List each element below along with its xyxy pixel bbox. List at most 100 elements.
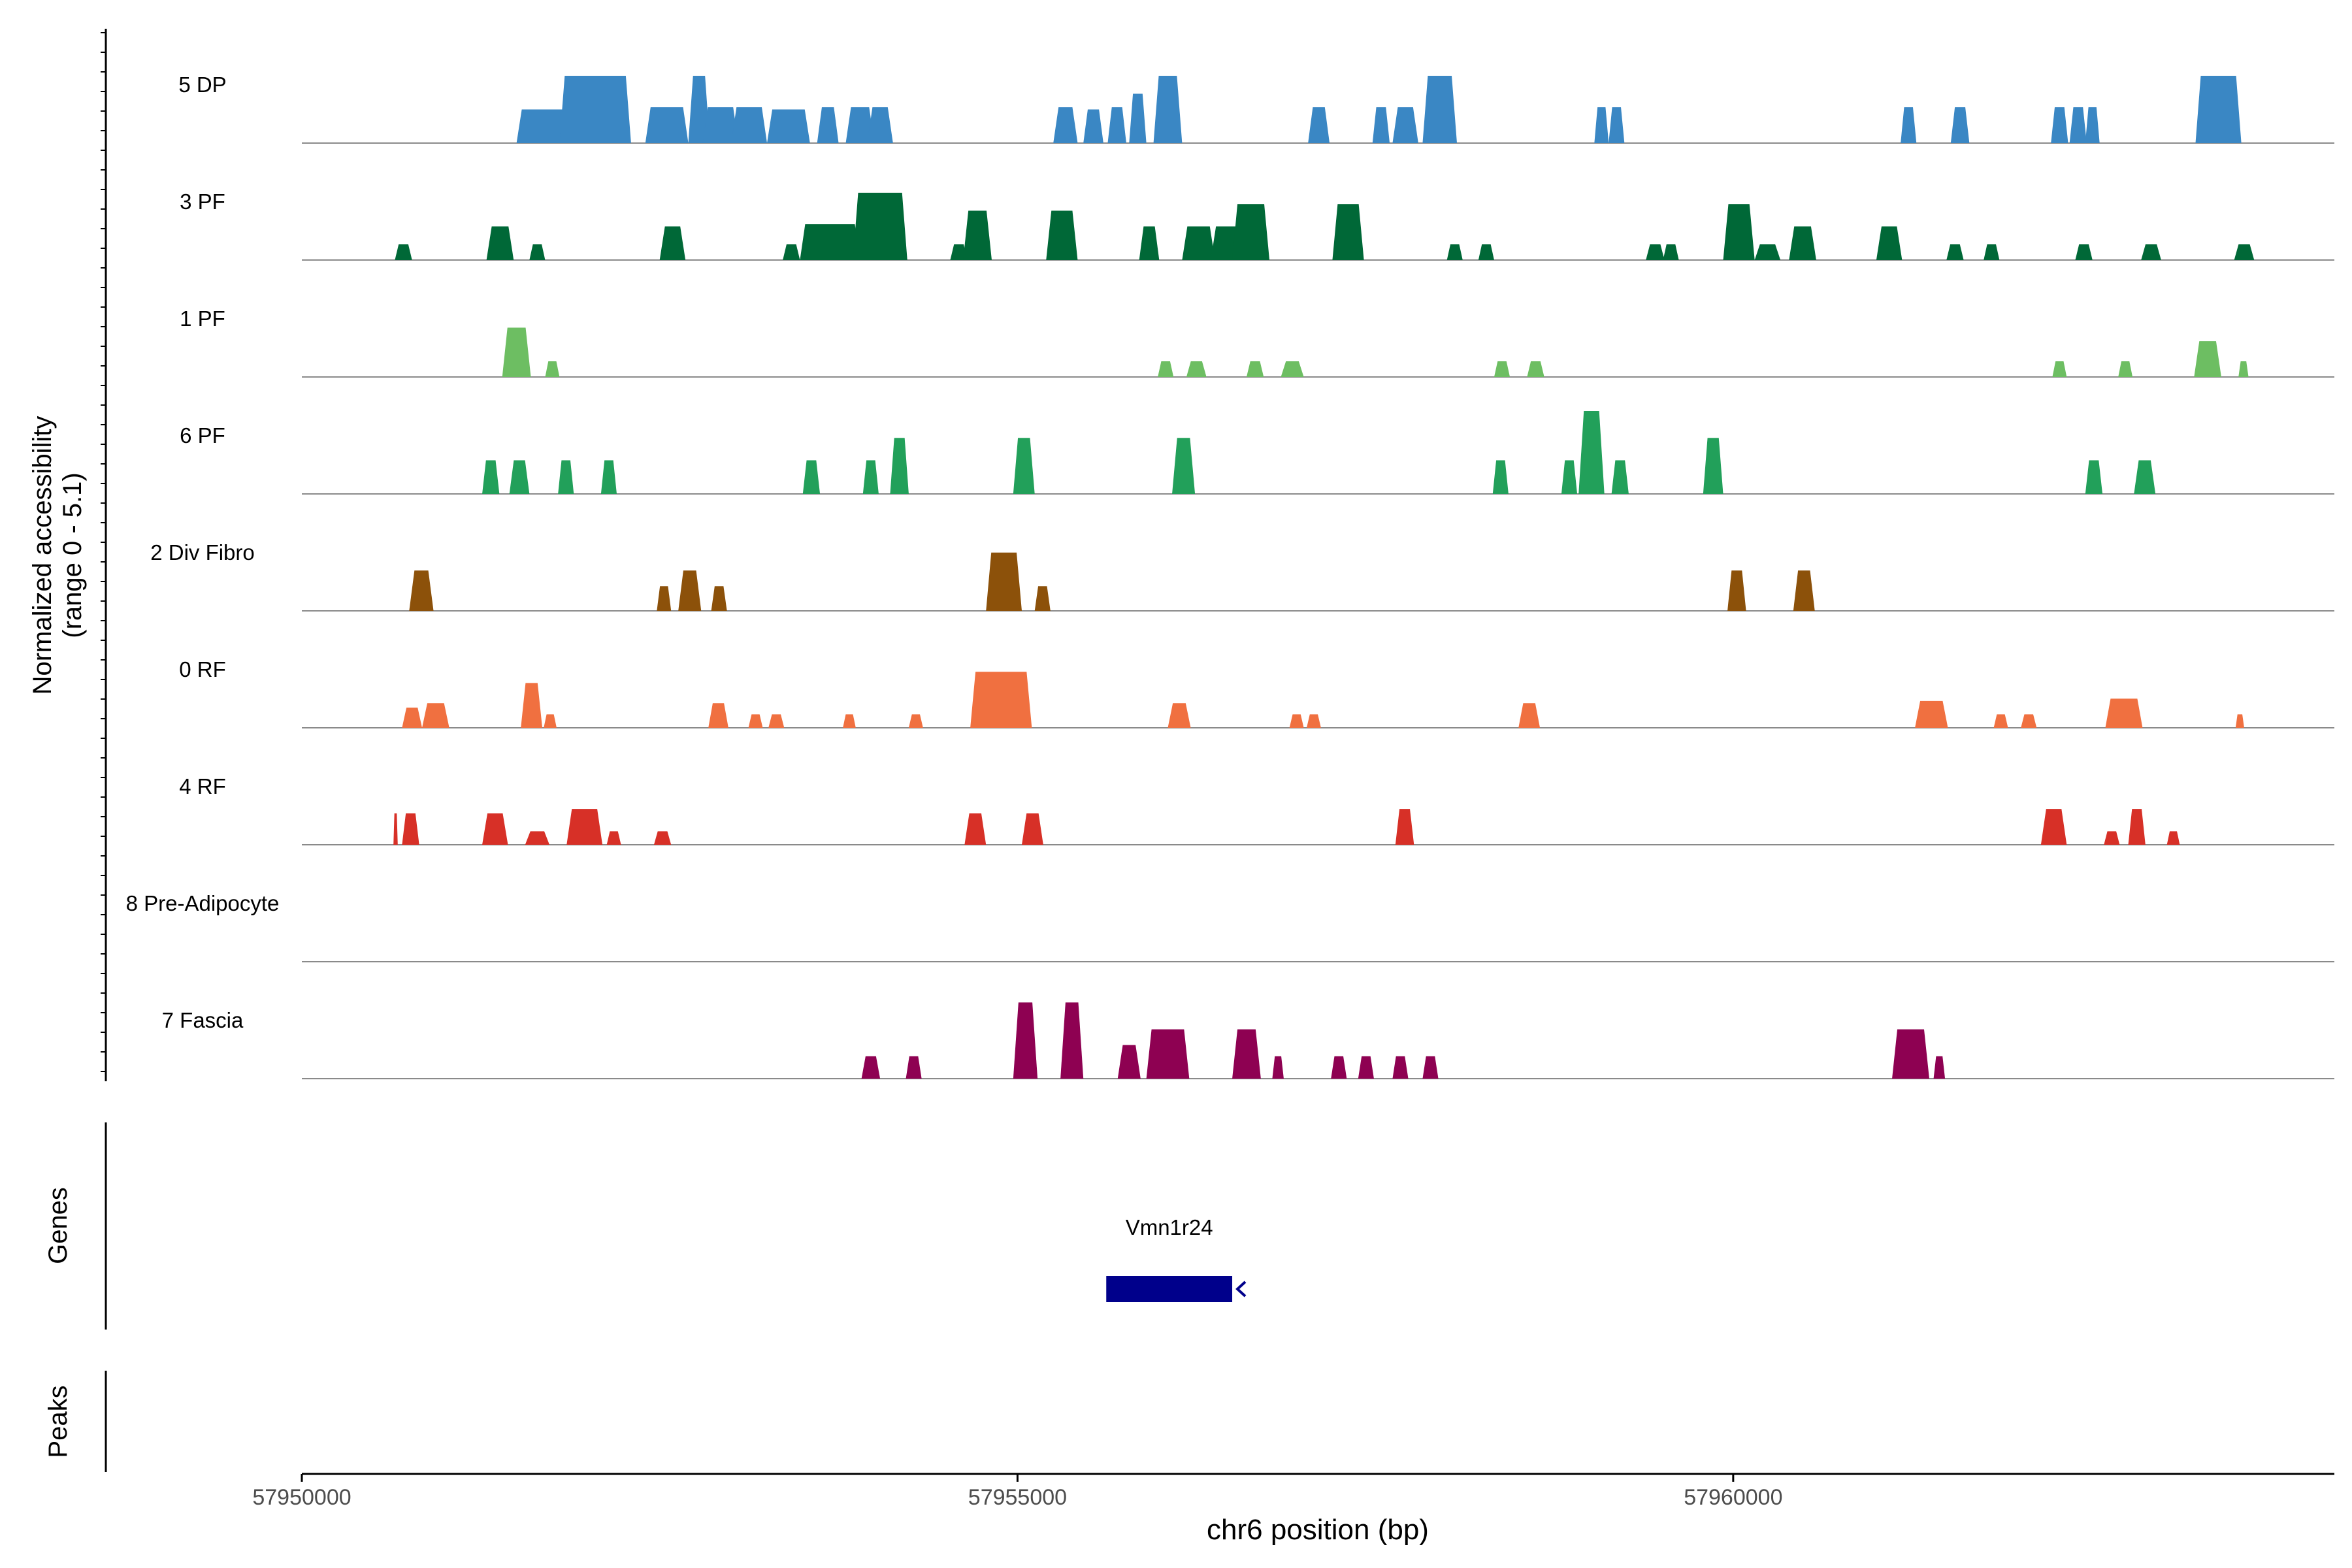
coverage-peak	[521, 683, 543, 728]
coverage-peak	[950, 244, 968, 260]
coverage-peak	[1272, 1056, 1284, 1079]
coverage-peak	[558, 460, 574, 494]
coverage-peak	[970, 672, 1032, 728]
x-tick-label: 57950000	[252, 1485, 351, 1510]
coverage-peak	[1793, 570, 1815, 611]
coverage-peak	[402, 813, 419, 845]
track-9: 7 Fascia	[162, 1002, 2334, 1079]
track-1: 5 DP	[178, 73, 2334, 144]
coverage-peak	[2051, 107, 2068, 143]
coverage-peak	[890, 438, 909, 494]
coverage-peak	[861, 1056, 881, 1079]
gene-body	[1106, 1276, 1233, 1302]
coverage-peak	[2021, 714, 2037, 728]
coverage-peak	[1915, 700, 1948, 728]
coverage-peak	[845, 107, 875, 143]
coverage-peak	[2104, 831, 2120, 845]
coverage-peak	[1703, 438, 1723, 494]
coverage-peak	[525, 831, 550, 845]
coverage-peak	[986, 552, 1022, 611]
coverage-peak	[2166, 831, 2180, 845]
coverage-peak	[653, 831, 672, 845]
coverage-peak	[1186, 361, 1207, 377]
coverage-peak	[708, 703, 728, 728]
coverage-peak	[545, 361, 560, 377]
coverage-peak	[862, 460, 879, 494]
coverage-peak	[1422, 1056, 1439, 1079]
peaks-label: Peaks	[44, 1385, 73, 1458]
coverage-peak	[1594, 107, 1609, 143]
coverage-peak	[867, 107, 893, 143]
coverage-peak	[964, 813, 987, 845]
coverage-peak	[1046, 210, 1078, 260]
gene-name: Vmn1r24	[1126, 1215, 1213, 1239]
coverage-peak	[1331, 1056, 1347, 1079]
coverage-peak	[1034, 586, 1051, 611]
coverage-peak	[1933, 1056, 1946, 1079]
coverage-peak	[1129, 93, 1147, 143]
coverage-peak	[1306, 714, 1321, 728]
coverage-peak	[566, 809, 603, 845]
coverage-peak	[1146, 1029, 1190, 1079]
coverage-peak	[1392, 107, 1418, 143]
x-axis-ticks: 57950000 57955000 57960000	[252, 1474, 1782, 1510]
track-6: 0 RF	[179, 657, 2334, 728]
coverage-peak	[509, 460, 530, 494]
coverage-peak	[645, 107, 689, 143]
coverage-peak	[1139, 226, 1160, 260]
coverage-peak	[767, 109, 810, 143]
coverage-peak	[843, 714, 856, 728]
coverage-peak	[1901, 107, 1917, 143]
coverage-peak	[963, 210, 992, 260]
coverage-peak	[711, 586, 727, 611]
coverage-peak	[1494, 361, 1511, 377]
coverage-peak	[657, 586, 672, 611]
coverage-peak	[1182, 226, 1215, 260]
gene-annotations: Vmn1r24	[1106, 1215, 1247, 1302]
coverage-peak	[702, 107, 739, 143]
coverage-peak	[502, 327, 531, 377]
coverage-peak	[1478, 244, 1494, 260]
track-label: 0 RF	[179, 657, 226, 681]
track-label: 8 Pre-Adipocyte	[126, 891, 280, 915]
coverage-peak	[559, 76, 631, 143]
coverage-peak	[1727, 570, 1746, 611]
coverage-peak	[402, 708, 423, 728]
coverage-peak	[1013, 438, 1035, 494]
coverage-peak	[1232, 204, 1270, 260]
track-label: 7 Fascia	[162, 1008, 244, 1032]
coverage-peak	[516, 109, 574, 143]
coverage-peak	[1168, 703, 1191, 728]
coverage-peak	[482, 813, 508, 845]
track-label: 2 Div Fibro	[150, 540, 255, 564]
coverage-peak	[1358, 1056, 1374, 1079]
coverage-peak	[1993, 714, 2008, 728]
coverage-peak	[1561, 460, 1578, 494]
coverage-peak	[1053, 107, 1078, 143]
coverage-peak	[1021, 813, 1043, 845]
coverage-peak	[853, 193, 907, 260]
coverage-peak	[1308, 107, 1330, 143]
coverage-peak	[1754, 244, 1781, 260]
coverage-peak	[688, 76, 710, 143]
coverage-peak	[393, 813, 398, 845]
coverage-peak	[1422, 76, 1458, 143]
coverage-peak	[1527, 361, 1544, 377]
coverage-peak	[2235, 714, 2244, 728]
coverage-peak	[1446, 244, 1463, 260]
track-label: 4 RF	[179, 774, 226, 798]
coverage-peak	[606, 831, 621, 845]
coverage-peak	[1789, 226, 1816, 260]
coverage-peak	[2238, 361, 2249, 377]
track-7: 4 RF	[179, 774, 2334, 845]
coverage-peak	[2085, 460, 2103, 494]
coverage-peak	[1611, 460, 1629, 494]
coverage-peak	[1289, 714, 1304, 728]
track-label: 1 PF	[180, 306, 225, 331]
x-axis-label: chr6 position (bp)	[1207, 1514, 1429, 1546]
coverage-peak	[1060, 1002, 1084, 1079]
track-2: 3 PF	[180, 189, 2334, 261]
track-4: 6 PF	[180, 411, 2334, 495]
coverage-peak	[1646, 244, 1665, 260]
